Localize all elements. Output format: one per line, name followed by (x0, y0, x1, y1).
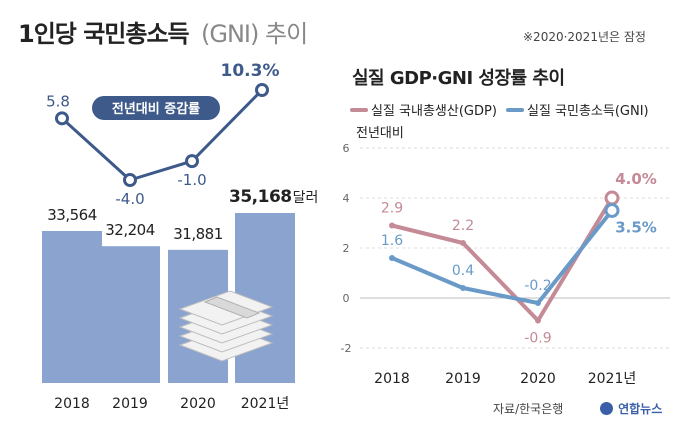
left-title-sub: (GNI) 추이 (201, 20, 308, 48)
y-tick-label: 4 (343, 192, 350, 205)
series-point-1-3 (604, 203, 620, 218)
legend-label-0: 실질 국내총생산(GDP) (371, 104, 497, 119)
gni-growth-label-0: 5.8 (46, 92, 70, 110)
y-axis-label: 전년대비 (356, 126, 404, 141)
left-title-main: 1인당 국민총소득 (18, 20, 190, 48)
series-line-0 (391, 196, 614, 323)
series-value-label-0-3: 4.0% (615, 170, 657, 188)
gni-growth-line (60, 88, 264, 182)
growth-rate-panel: ※2020·2021년은 잠정 실질 GDP·GNI 성장률 추이 실질 국내총… (330, 0, 680, 422)
gni-growth-point-1 (123, 173, 137, 187)
gni-growth-point-0 (55, 111, 69, 126)
money-stack-icon (178, 290, 274, 362)
gni-per-capita-chart: 33,564 32,204 31,881 35,168 달러 2018 2019 2020 20… (42, 61, 319, 412)
series-value-label-1-3: 3.5% (615, 219, 657, 237)
bar-value-label-1: 32,204 (105, 221, 155, 239)
bar-value-label-0: 33,564 (47, 206, 97, 224)
growth-rate-chart: 실질 국내총생산(GDP) 실질 국민총소득(GNI) 전년대비 -2 0 2 4 6 2018… (341, 104, 670, 387)
y-tick-label: 6 (343, 142, 350, 155)
growth-badge (92, 96, 220, 120)
right-chart-title: 실질 GDP·GNI 성장률 추이 (352, 68, 565, 89)
series-point-0-1 (460, 240, 466, 246)
gni-growth-label-1: -4.0 (115, 190, 144, 208)
series-value-label-0-2: -0.9 (524, 331, 551, 347)
growth-badge-label: 전년대비 증감률 (112, 101, 200, 117)
x-tick-label-0: 2018 (374, 371, 410, 387)
yonhap-logo: 연합뉴스 (600, 398, 662, 417)
logo-mark-icon (600, 402, 613, 415)
series-point-0-2 (535, 317, 541, 324)
series-point-1-0 (389, 255, 395, 261)
series-point-1-1 (460, 285, 466, 291)
gni-per-capita-panel: 1인당 국민총소득 (GNI) 추이 33,564 32,204 31,881 35,… (0, 0, 330, 422)
x-tick-label-3: 2021년 (588, 371, 637, 387)
gni-growth-label-3: 10.3% (221, 61, 280, 81)
series-value-label-1-0: 1.6 (381, 233, 403, 249)
bar-category-label-2: 2020 (180, 396, 216, 412)
gni-growth-label-2: -1.0 (177, 171, 206, 189)
y-tick-label: 0 (343, 292, 350, 305)
provisional-note: ※2020·2021년은 잠정 (523, 30, 646, 44)
gni-growth-point-3 (255, 83, 269, 97)
y-tick-label: 2 (343, 242, 350, 255)
source-label: 자료/한국은행 (493, 402, 564, 416)
series-point-0-3 (604, 190, 620, 206)
bar-category-label-0: 2018 (54, 396, 90, 412)
series-line-1 (391, 209, 614, 305)
x-tick-label-1: 2019 (445, 371, 481, 387)
series-value-label-1-2: -0.2 (524, 278, 551, 294)
bar-category-label-1: 2019 (112, 396, 148, 412)
series-value-label-0-0: 2.9 (381, 201, 403, 217)
series-point-1-2 (535, 300, 541, 306)
gni-growth-point-2 (185, 154, 199, 169)
bill-band (203, 296, 261, 319)
series-value-label-0-1: 2.2 (452, 218, 474, 234)
bar-category-label-3: 2021년 (241, 396, 290, 412)
bar-value-label-3: 35,168 (229, 187, 292, 207)
y-tick-label: -2 (341, 342, 352, 355)
bar-0 (42, 230, 102, 383)
series-value-label-1-1: 0.4 (452, 263, 474, 279)
bar-1 (100, 246, 160, 383)
bar-value-label-2: 31,881 (173, 225, 223, 243)
legend-label-1: 실질 국민총소득(GNI) (527, 104, 649, 119)
x-tick-label-2: 2020 (520, 371, 556, 387)
bar-unit-label: 달러 (293, 190, 319, 206)
series-point-0-0 (389, 222, 395, 229)
logo-text: 연합뉴스 (618, 402, 663, 416)
